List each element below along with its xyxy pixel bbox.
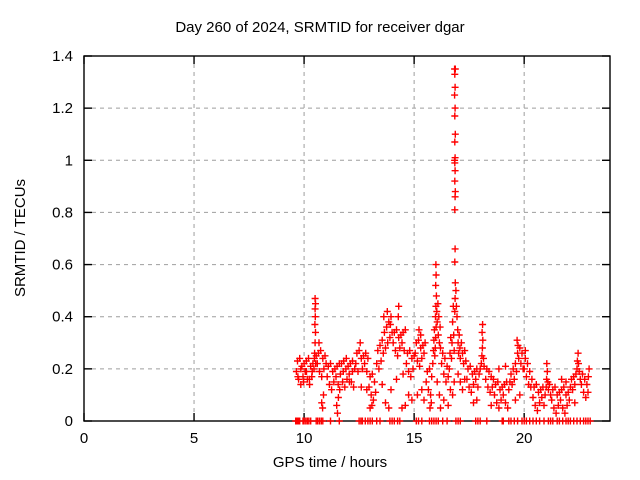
data-points — [292, 65, 594, 425]
y-tick-label: 0.2 — [52, 361, 73, 378]
y-tick-label: 0.4 — [52, 309, 73, 326]
y-tick-label: 1.2 — [52, 100, 73, 117]
y-tick-label: 0.6 — [52, 257, 73, 274]
plot-border — [83, 55, 611, 422]
y-tick-label: 0.8 — [52, 204, 73, 221]
axis-ticks — [83, 55, 610, 422]
tick-labels: 0 5 10 15 20 0 0.2 0.4 0.6 0.8 1 1.2 1.4 — [52, 48, 532, 447]
x-axis-label: GPS time / hours — [273, 454, 387, 471]
chart-title: Day 260 of 2024, SRMTID for receiver dga… — [175, 19, 464, 36]
x-tick-label: 20 — [516, 430, 533, 447]
x-tick-label: 0 — [80, 430, 88, 447]
x-tick-label: 10 — [296, 430, 313, 447]
x-tick-label: 5 — [190, 430, 198, 447]
y-tick-label: 1.4 — [52, 48, 73, 65]
y-tick-label: 0 — [65, 413, 73, 430]
y-tick-label: 1 — [65, 152, 73, 169]
y-axis-label: SRMTID / TECUs — [12, 179, 29, 297]
x-tick-label: 15 — [406, 430, 423, 447]
